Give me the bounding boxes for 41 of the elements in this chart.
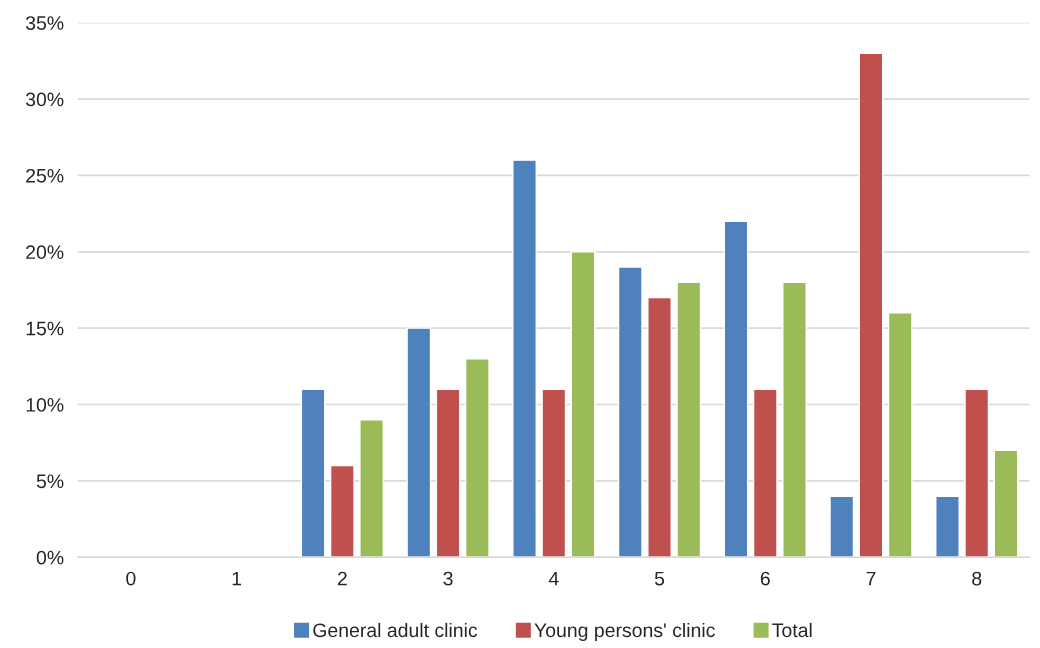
y-tick-label: 10% (26, 398, 64, 412)
bar (935, 495, 960, 558)
bar (570, 251, 596, 558)
x-tick-label: 8 (972, 571, 982, 586)
y-tick-label: 25% (26, 168, 64, 183)
bar (964, 388, 990, 558)
bar (406, 327, 432, 558)
x-tick-label: 3 (443, 571, 453, 586)
y-tick-label: 15% (26, 321, 64, 336)
bar (752, 388, 778, 558)
bar (993, 449, 1019, 558)
bar (829, 495, 855, 558)
legend-label: General adult clinic (313, 622, 478, 638)
bar (464, 358, 490, 558)
y-tick-label: 0% (36, 550, 64, 565)
x-tick-label: 7 (866, 571, 876, 586)
bar (300, 388, 326, 558)
bar (887, 312, 913, 558)
bar (676, 281, 702, 558)
bar (541, 388, 567, 558)
bar (647, 296, 672, 558)
bar (359, 419, 384, 558)
y-tick-label: 30% (25, 92, 64, 107)
bar (782, 281, 807, 558)
y-tick-label: 5% (36, 474, 64, 489)
x-tick-label: 4 (548, 571, 559, 586)
bar (617, 266, 643, 558)
bar (435, 388, 461, 558)
bar (858, 52, 884, 558)
bar (723, 220, 749, 558)
bar (329, 464, 355, 558)
x-tick-label: 6 (760, 571, 770, 586)
legend-label: Total (772, 622, 812, 638)
x-tick-label: 5 (654, 571, 665, 586)
x-tick-label: 2 (337, 571, 347, 586)
y-tick-label: 20% (26, 245, 64, 260)
y-tick-label: 35% (25, 16, 64, 30)
x-tick-label: 1 (232, 571, 242, 586)
x-tick-label: 0 (126, 571, 136, 586)
bar (512, 159, 537, 558)
legend-label: Young persons' clinic (534, 622, 715, 642)
